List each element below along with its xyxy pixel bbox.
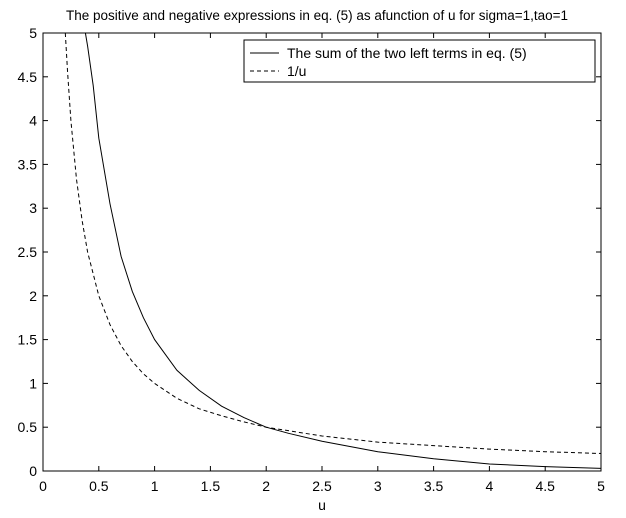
y-tick-label: 3.5 [18, 156, 38, 172]
x-axis-label: u [318, 497, 326, 513]
y-tick-label: 5 [29, 25, 37, 41]
x-tick-label: 1.5 [201, 478, 221, 494]
y-tick-label: 0 [29, 463, 37, 479]
y-tick-label: 4 [29, 113, 37, 129]
x-tick-label: 5 [597, 478, 605, 494]
x-tick-label: 0 [39, 478, 47, 494]
legend-box [243, 39, 596, 83]
legend-label-reciprocal: 1/u [287, 63, 306, 79]
y-tick-label: 0.5 [18, 419, 38, 435]
x-tick-label: 2 [262, 478, 270, 494]
x-tick-label: 4.5 [535, 478, 555, 494]
x-tick-label: 2.5 [312, 478, 332, 494]
series-layer [64, 32, 602, 469]
x-axis: 0 0.5 1 1.5 2 2.5 3 3.5 4 4.5 5 [39, 33, 605, 494]
y-tick-label: 1.5 [18, 332, 38, 348]
y-tick-label: 2 [29, 288, 37, 304]
y-tick-label: 3 [29, 200, 37, 216]
y-tick-label: 2.5 [18, 244, 38, 260]
x-tick-label: 3.5 [424, 478, 444, 494]
series-line-reciprocal [64, 32, 602, 454]
y-tick-label: 4.5 [18, 69, 38, 85]
chart-title: The positive and negative expressions in… [66, 8, 568, 23]
plot-area [42, 32, 602, 472]
x-tick-label: 3 [374, 478, 382, 494]
x-tick-label: 4 [486, 478, 494, 494]
x-tick-label: 1 [151, 478, 159, 494]
legend: The sum of the two left terms in eq. (5)… [243, 39, 596, 83]
legend-label-sum: The sum of the two left terms in eq. (5) [287, 45, 527, 61]
series-line-sum [84, 32, 602, 469]
x-tick-label: 0.5 [89, 478, 109, 494]
y-tick-label: 1 [29, 375, 37, 391]
y-axis: 0 0.5 1 1.5 2 2.5 3 3.5 4 4.5 5 [18, 25, 601, 479]
